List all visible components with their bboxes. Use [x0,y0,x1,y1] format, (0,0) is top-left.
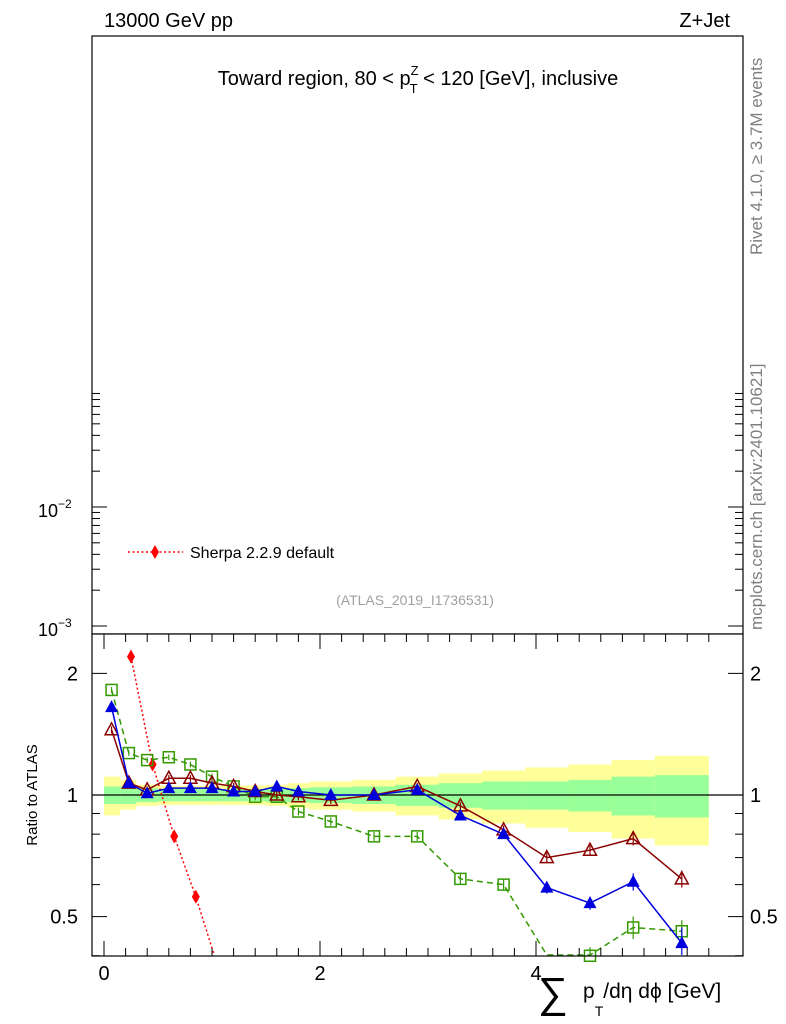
data-point-triangle [122,776,136,789]
energy-label: 13000 GeV pp [104,10,233,32]
rivet-version-text: Rivet 4.1.0, ≥ 3.7M events [747,58,766,255]
data-point-triangle-open [625,830,641,845]
data-point-triangle [227,784,241,797]
ytick-label-1e-3: 10−3 [38,616,72,640]
data-point-triangle [291,784,305,797]
ratio-ytick-label-left: 2 [67,663,78,685]
data-point-triangle [183,781,197,794]
legend-label-sherpa: Sherpa 2.2.9 default [190,545,335,562]
data-point-triangle [248,784,262,797]
ratio-ytick-label-right: 0.5 [750,907,778,929]
ratio-axis-ticks [92,634,743,957]
stat-uncertainty-band [568,779,612,812]
ratio-ytick-label-left: 0.5 [50,907,78,929]
data-point-triangle [324,788,338,800]
data-point-square [497,878,510,891]
ratio-ytick-label-right: 1 [750,785,761,807]
data-point-square [626,921,640,934]
data-point-triangle [453,808,467,821]
data-point-triangle-open [674,870,690,885]
stat-uncertainty-band [654,775,709,818]
ratio-xtick-label: 4 [530,963,541,985]
data-point-triangle [497,827,511,840]
legend-marker-sherpa [151,545,159,559]
data-point-triangle [140,786,154,799]
ratio-tick-labels: 0.5 0.5 1 1 2 2 0 2 4 [50,663,778,985]
data-point-square [140,753,154,767]
stat-uncertainty-band [611,776,655,816]
data-point-diamond [170,829,179,844]
data-point-square [454,872,467,886]
data-point-triangle-open [269,786,285,801]
process-label: Z+Jet [679,10,730,32]
ratio-ytick-label-right: 2 [750,663,761,685]
analysis-watermark: (ATLAS_2019_I1736531) [336,592,494,608]
ratio-xtick-label: 2 [314,963,325,985]
data-point-square [367,830,381,843]
main-axis-ticks [92,392,743,627]
ratio-series [103,649,690,963]
data-point-triangle [205,781,219,794]
data-point-square [162,751,176,764]
title-pre: Toward region, 80 < p [218,68,411,90]
data-point-square [105,683,118,697]
main-title: Toward region, 80 < pZ T < 120 [GeV], inc… [218,63,618,96]
main-plot-frame [91,35,744,635]
data-point-diamond [191,889,200,904]
ratio-ytick-label-left: 1 [67,785,78,807]
title-sub: T [410,81,418,96]
data-point-square [122,746,136,760]
xlabel-text: pT/dη dϕ [GeV] [583,980,721,1019]
data-point-triangle [270,779,284,792]
main-panel: Toward region, 80 < pZ T < 120 [GeV], inc… [38,35,744,640]
data-point-triangle-open [539,849,555,864]
data-point-triangle [410,782,424,795]
data-point-diamond [127,649,135,664]
title-sup: Z [411,63,419,78]
ytick-label-1e-2: 10−2 [38,497,72,521]
data-point-triangle [583,896,597,909]
data-point-triangle-open [103,721,120,736]
data-point-square [292,805,305,818]
ratio-xtick-label: 0 [98,963,109,985]
legend: Sherpa 2.2.9 default [128,545,335,562]
data-point-triangle-open [582,841,598,856]
data-point-triangle [675,936,689,949]
data-point-square [324,815,338,828]
source-text: mcplots.cern.ch [arXiv:2401.10621] [747,364,766,630]
data-point-triangle [367,788,381,800]
data-point-triangle [626,874,640,887]
data-point-triangle [105,700,119,713]
ratio-panel: 0.5 0.5 1 1 2 2 0 2 4 Ratio to ATLAS ∑ pT/dη dϕ … [24,633,778,1019]
xlabel-sum-symbol: ∑ [538,969,568,1016]
data-point-triangle [162,781,176,794]
ratio-ylabel: Ratio to ATLAS [24,744,41,845]
data-point-triangle [540,880,554,893]
title-post: < 120 [GeV], inclusive [418,68,619,90]
data-point-square [410,830,424,843]
